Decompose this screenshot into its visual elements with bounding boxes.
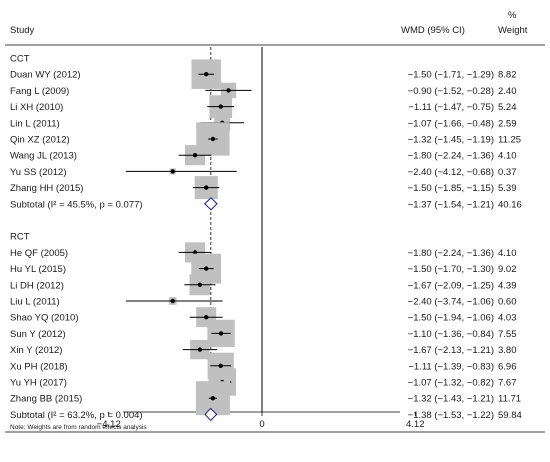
- effect-size-text: −1.50 (−1.94, −1.06): [408, 313, 494, 324]
- point-estimate: [197, 282, 203, 287]
- subtotal-diamond: [203, 196, 218, 211]
- study-label: Shao YQ (2010): [10, 313, 78, 324]
- study-label: He QF (2005): [10, 248, 68, 259]
- effect-size-text: −1.11 (−1.39, −0.83): [408, 361, 494, 372]
- weight-text: 9.02: [498, 264, 517, 275]
- study-header: Study: [10, 25, 35, 36]
- point-estimate: [204, 315, 209, 320]
- study-label: Wang JL (2013): [10, 151, 77, 162]
- point-estimate: [204, 72, 209, 77]
- point-estimate: [218, 331, 224, 336]
- subtotal-label: Subtotal (I² = 63.2%, p = 0.004): [10, 410, 143, 421]
- effect-size-text: −1.67 (−2.13, −1.21): [408, 345, 494, 356]
- point-estimate: [192, 250, 198, 255]
- group-label-rct: RCT: [10, 232, 30, 243]
- subtotal-weight-text: 59.84: [498, 410, 522, 421]
- weight-text: 4.10: [498, 248, 517, 259]
- study-label: Zhang BB (2015): [10, 394, 82, 405]
- effect-size-text: −0.90 (−1.52, −0.28): [408, 86, 494, 97]
- study-label: Lin L (2011): [10, 118, 60, 129]
- study-label: Li XH (2010): [10, 102, 63, 113]
- point-estimate: [218, 363, 223, 368]
- study-label: Yu YH (2017): [10, 378, 67, 389]
- point-estimate: [218, 104, 223, 109]
- subtotal-weight-text: 40.16: [498, 199, 522, 210]
- weight-text: 5.39: [498, 183, 517, 194]
- study-label: Fang L (2009): [10, 86, 69, 97]
- weight-text: 11.71: [498, 394, 521, 405]
- weight-text: 4.03: [498, 313, 517, 324]
- effect-size-text: −1.07 (−1.66, −0.48): [408, 118, 494, 129]
- subtotal-effect-text: −1.38 (−1.53, −1.22): [408, 410, 494, 421]
- weight-text: 6.96: [498, 361, 517, 372]
- effect-size-text: −1.11 (−1.47, −0.75): [408, 102, 494, 113]
- subtotal-effect-text: −1.37 (−1.54, −1.21): [408, 199, 494, 210]
- effect-size-text: −1.50 (−1.85, −1.15): [408, 183, 494, 194]
- weight-text: 7.55: [498, 329, 517, 340]
- weight-text: 0.60: [498, 297, 517, 308]
- subtotal-diamond: [204, 407, 218, 422]
- point-estimate: [170, 298, 175, 304]
- effect-size-text: −1.67 (−2.09, −1.25): [408, 280, 494, 291]
- weight-text: 2.59: [498, 118, 517, 129]
- point-estimate: [210, 396, 216, 401]
- point-estimate: [170, 169, 175, 174]
- weight-text: 3.80: [498, 345, 517, 356]
- study-label: Liu L (2011): [10, 297, 60, 308]
- footnote: Note: Weights are from random effects an…: [10, 424, 147, 431]
- effect-header: WMD (95% CI): [401, 25, 465, 36]
- x-tick-label-1: 0: [259, 419, 264, 430]
- x-tick-label-2: 4.12: [406, 419, 425, 430]
- effect-size-text: −2.40 (−4.12, −0.68): [408, 167, 494, 178]
- weight-text: 2.40: [498, 86, 517, 97]
- point-estimate: [204, 266, 209, 271]
- effect-size-text: −1.80 (−2.24, −1.36): [408, 151, 494, 162]
- point-estimate: [197, 347, 203, 352]
- effect-size-text: −1.80 (−2.24, −1.36): [408, 248, 494, 259]
- subtotal-label: Subtotal (I² = 45.5%, p = 0.077): [10, 199, 143, 210]
- weight-text: 11.25: [498, 135, 521, 146]
- effect-size-text: −1.10 (−1.36, −0.84): [408, 329, 494, 340]
- point-estimate: [204, 185, 209, 190]
- chart-marks: −4.12 0 4.12 CCT Duan WY (2012) −1.50 (−1.71,…: [10, 47, 522, 430]
- point-estimate: [192, 153, 198, 158]
- point-estimate: [210, 136, 216, 142]
- effect-size-text: −1.32 (−1.43, −1.21): [408, 394, 494, 405]
- point-estimate: [226, 88, 231, 93]
- study-label: Zhang HH (2015): [10, 183, 83, 194]
- effect-size-text: −2.40 (−3.74, −1.06): [408, 297, 494, 308]
- weight-text: 0.37: [498, 167, 517, 178]
- weight-text: 5.24: [498, 102, 517, 113]
- study-label: Qin XZ (2012): [10, 135, 70, 146]
- effect-size-text: −1.50 (−1.70, −1.30): [408, 264, 494, 275]
- study-label: Hu YL (2015): [10, 264, 66, 275]
- weight-header: Weight: [498, 25, 528, 36]
- study-label: Xin Y (2012): [10, 345, 62, 356]
- group-label-cct: CCT: [10, 54, 30, 65]
- study-label: Li DH (2012): [10, 280, 64, 291]
- percent-header: %: [508, 10, 517, 21]
- weight-text: 4.39: [498, 280, 517, 291]
- effect-size-text: −1.50 (−1.71, −1.29): [408, 70, 494, 81]
- study-label: Sun Y (2012): [10, 329, 66, 340]
- effect-size-text: −1.07 (−1.32, −0.82): [408, 378, 494, 389]
- effect-size-text: −1.32 (−1.45, −1.19): [408, 135, 494, 146]
- weight-text: 4.10: [498, 151, 517, 162]
- weight-text: 7.67: [498, 378, 517, 389]
- study-label: Xu PH (2018): [10, 361, 68, 372]
- x-tick-label-0: −4.12: [97, 419, 121, 430]
- study-label: Duan WY (2012): [10, 70, 81, 81]
- study-label: Yu SS (2012): [10, 167, 67, 178]
- weight-text: 8.82: [498, 70, 517, 81]
